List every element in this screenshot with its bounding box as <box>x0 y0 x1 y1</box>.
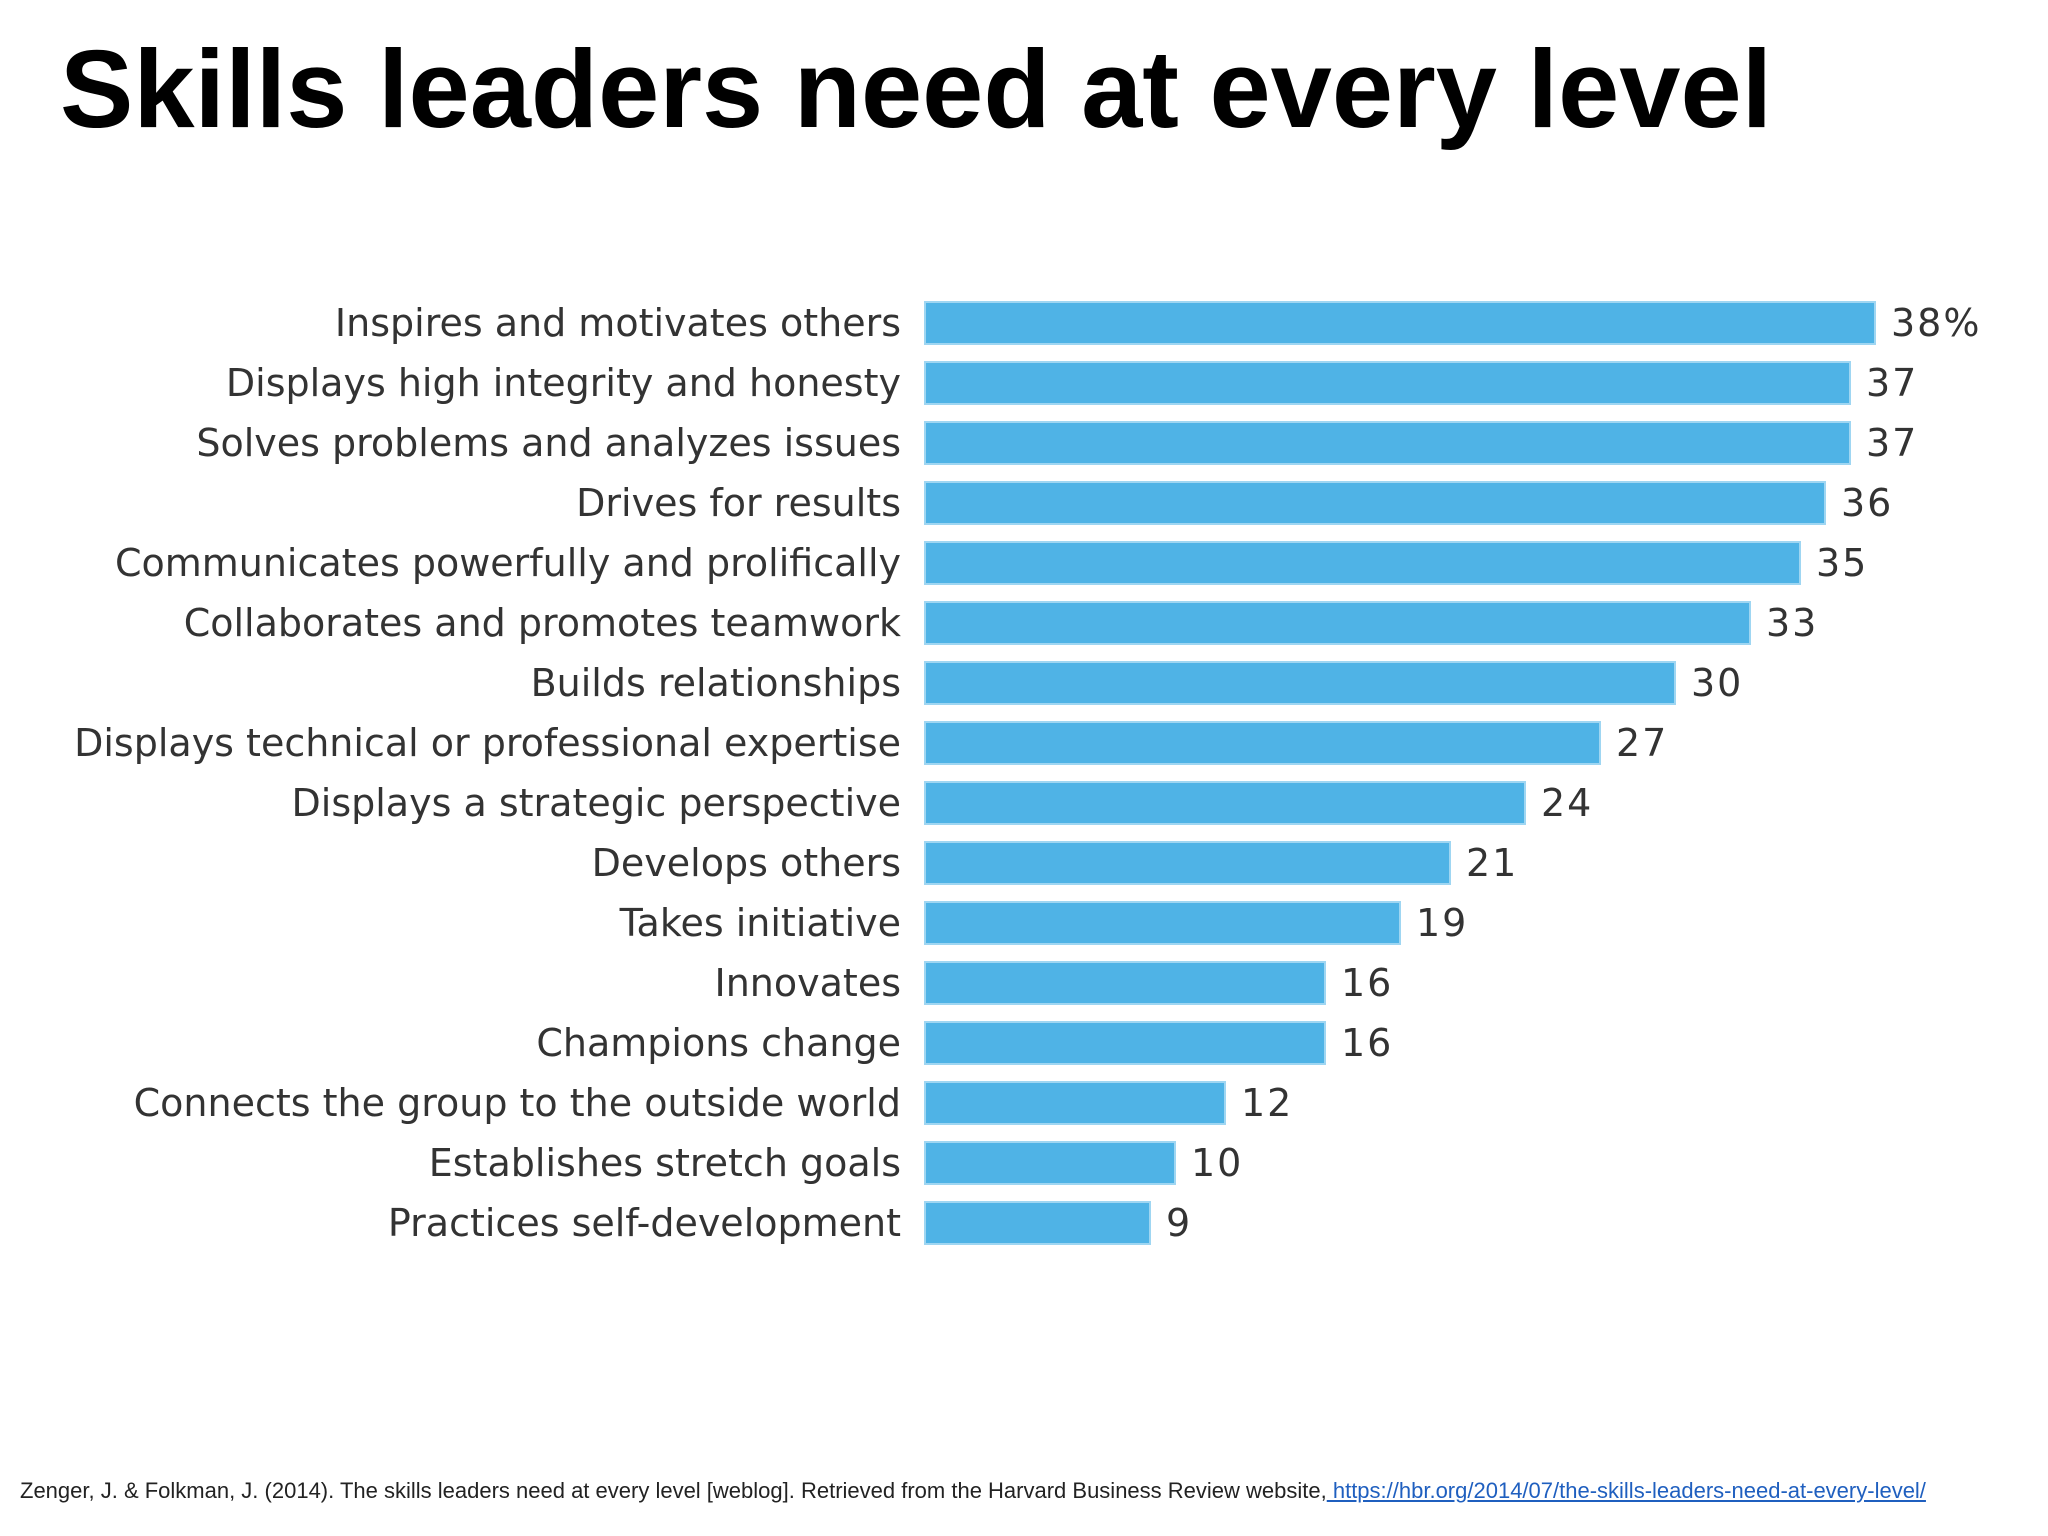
bar <box>924 601 1751 645</box>
bar <box>924 481 1826 525</box>
value-label: 9 <box>1166 1201 1192 1245</box>
value-label: 21 <box>1466 841 1518 885</box>
category-label: Champions change <box>536 1021 901 1065</box>
category-label: Displays technical or professional exper… <box>74 721 901 765</box>
value-label: 37 <box>1866 421 1918 465</box>
value-label: 33 <box>1766 601 1818 645</box>
bar <box>924 661 1676 705</box>
value-label: 16 <box>1341 961 1393 1005</box>
category-labels-group: Inspires and motivates others Displays hi… <box>74 301 901 1245</box>
value-label: 37 <box>1866 361 1918 405</box>
category-label: Practices self-development <box>388 1201 901 1245</box>
citation-text: Zenger, J. & Folkman, J. (2014). The ski… <box>20 1478 1327 1503</box>
category-label: Displays high integrity and honesty <box>226 361 901 405</box>
category-label: Establishes stretch goals <box>429 1141 901 1185</box>
bar <box>924 301 1876 345</box>
bar <box>924 961 1326 1005</box>
value-label: 38% <box>1891 301 1981 345</box>
value-label: 16 <box>1341 1021 1393 1065</box>
bar <box>924 841 1451 885</box>
category-label: Drives for results <box>576 481 901 525</box>
value-label: 19 <box>1416 901 1468 945</box>
bar <box>924 721 1601 765</box>
value-label: 30 <box>1691 661 1743 705</box>
bar <box>924 361 1851 405</box>
bar <box>924 1021 1326 1065</box>
bar <box>924 1141 1176 1185</box>
value-label: 12 <box>1241 1081 1293 1125</box>
value-label: 36 <box>1841 481 1893 525</box>
value-label: 10 <box>1191 1141 1243 1185</box>
value-label: 35 <box>1816 541 1868 585</box>
bars-group <box>924 301 1876 1245</box>
bar <box>924 1081 1226 1125</box>
category-label: Takes initiative <box>619 901 901 945</box>
category-label: Connects the group to the outside world <box>134 1081 901 1125</box>
category-label: Builds relationships <box>531 661 901 705</box>
bar <box>924 541 1801 585</box>
bar <box>924 901 1401 945</box>
bar <box>924 781 1526 825</box>
category-label: Inspires and motivates others <box>335 301 901 345</box>
category-label: Develops others <box>592 841 901 885</box>
category-label: Collaborates and promotes teamwork <box>184 601 901 645</box>
bar <box>924 1201 1151 1245</box>
category-label: Displays a strategic perspective <box>292 781 901 825</box>
value-label: 24 <box>1541 781 1593 825</box>
value-label: 27 <box>1616 721 1668 765</box>
citation: Zenger, J. & Folkman, J. (2014). The ski… <box>20 1476 2030 1506</box>
slide-title: Skills leaders need at every level <box>60 28 1773 151</box>
value-labels-group: 38% 37 37 36 35 33 30 27 24 21 19 16 16 12 10 9 <box>1166 301 1981 1245</box>
category-label: Solves problems and analyzes issues <box>196 421 901 465</box>
bar <box>924 421 1851 465</box>
category-label: Communicates powerfully and prolifically <box>115 541 901 585</box>
citation-link[interactable]: https://hbr.org/2014/07/the-skills-leade… <box>1326 1478 1926 1503</box>
skills-bar-chart: Inspires and motivates others Displays hi… <box>74 301 1981 1245</box>
category-label: Innovates <box>715 961 901 1005</box>
